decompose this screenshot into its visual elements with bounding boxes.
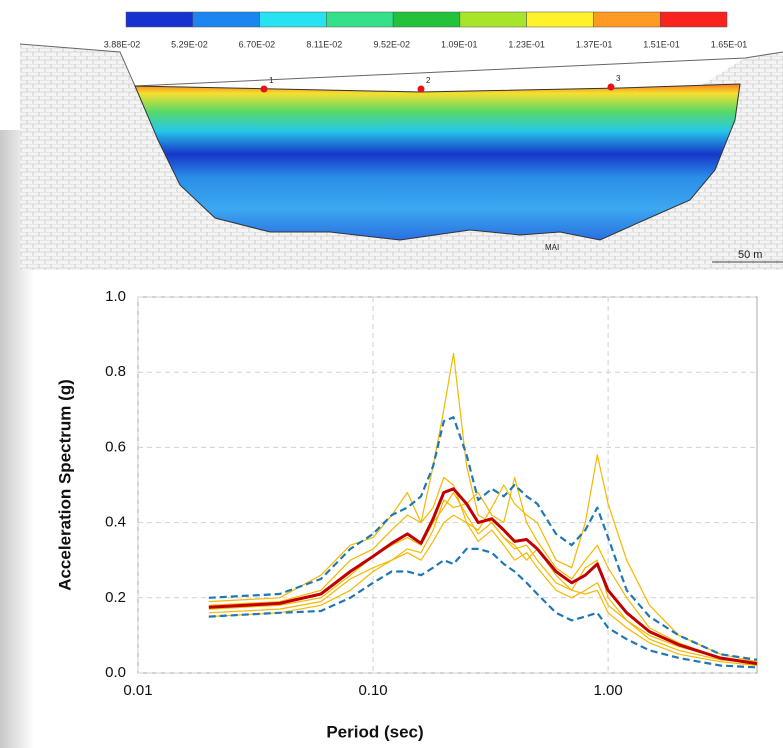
x-tick-label: 0.01 xyxy=(123,682,152,699)
colorbar-label: 6.70E-02 xyxy=(239,39,276,49)
colorbar-segment xyxy=(459,11,527,28)
series-line xyxy=(208,487,758,666)
y-tick-label: 0.4 xyxy=(105,514,126,531)
colorbar-segment xyxy=(125,11,194,28)
y-tick-label: 0.2 xyxy=(105,589,126,606)
station-marker xyxy=(607,83,615,91)
station-marker xyxy=(260,85,268,93)
colorbar: 3.88E-02 5.29E-02 6.70E-02 8.11E-02 9.52E-02… xyxy=(104,11,748,49)
plot-area xyxy=(137,296,758,674)
y-tick-label: 1.0 xyxy=(105,288,126,305)
y-tick-label: 0.6 xyxy=(105,438,126,455)
markers: 1 2 3 xyxy=(260,74,621,93)
chart: 0.0 0.2 0.4 0.6 0.8 1.0 0.01 0.10 1.00 xyxy=(105,288,758,699)
colorbar-segment xyxy=(526,11,594,28)
colorbar-label: 1.23E-01 xyxy=(508,39,545,49)
series-line xyxy=(208,454,758,663)
colorbar-segment xyxy=(192,11,260,28)
colorbar-segment xyxy=(593,11,661,28)
formation-label: MAI xyxy=(545,243,559,252)
series-line xyxy=(208,416,758,661)
soil-profile xyxy=(134,83,741,241)
colorbar-label: 1.37E-01 xyxy=(576,39,613,49)
y-axis-title: Acceleration Spectrum (g) xyxy=(55,379,74,591)
colorbar-label: 1.51E-01 xyxy=(643,39,680,49)
station-label: 2 xyxy=(426,76,431,85)
colorbar-label: 1.09E-01 xyxy=(441,39,478,49)
series-line xyxy=(208,547,758,669)
series-line xyxy=(208,476,758,667)
colorbar-label: 5.29E-02 xyxy=(171,39,208,49)
station-label: 3 xyxy=(616,74,621,83)
colorbar-label: 3.88E-02 xyxy=(104,39,141,49)
x-tick-label: 0.10 xyxy=(358,682,387,699)
scale-label: 50 m xyxy=(738,249,762,261)
colorbar-segment xyxy=(392,11,461,28)
colorbar-label: 9.52E-02 xyxy=(374,39,411,49)
station-label: 1 xyxy=(269,76,274,85)
colorbar-segment xyxy=(259,11,327,28)
cross-section xyxy=(19,43,783,270)
station-marker xyxy=(417,85,425,93)
x-axis-title: Period (sec) xyxy=(326,722,423,741)
ground-surface xyxy=(19,43,783,87)
y-tick-label: 0.0 xyxy=(105,664,126,681)
colorbar-segment xyxy=(326,11,394,28)
x-tick-label: 1.00 xyxy=(594,682,623,699)
colorbar-label: 1.65E-01 xyxy=(711,39,748,49)
colorbar-segment xyxy=(659,11,728,28)
y-tick-label: 0.8 xyxy=(105,363,126,380)
series-line xyxy=(208,476,758,665)
colorbar-label: 8.11E-02 xyxy=(306,39,342,49)
